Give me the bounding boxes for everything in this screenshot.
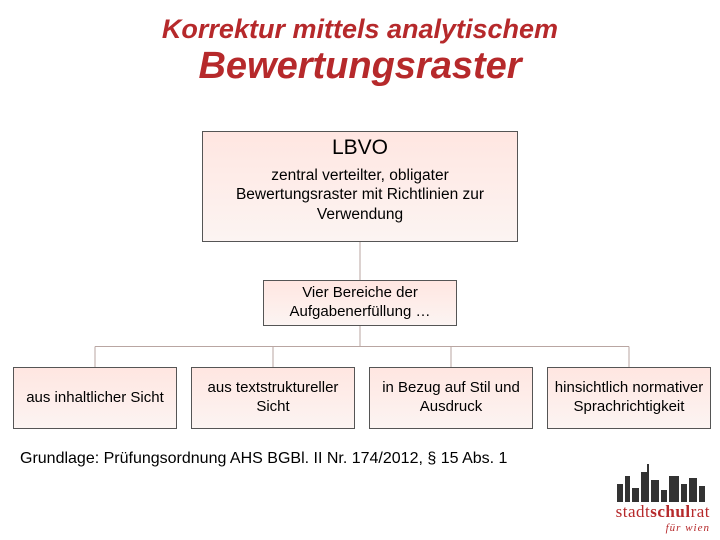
tree-leaf-box: aus textstruktureller Sicht [191, 367, 355, 429]
root-body: zentral verteilter, obligater Bewertungs… [203, 166, 517, 224]
root-header: LBVO [203, 136, 517, 160]
tree-leaf-text: aus inhaltlicher Sicht [26, 389, 164, 408]
footnote: Grundlage: Prüfungsordnung AHS BGBl. II … [20, 450, 507, 468]
tree-leaf-box: in Bezug auf Stil und Ausdruck [369, 367, 533, 429]
tree-leaf-text: aus textstruktureller Sicht [196, 379, 350, 417]
mid-text: Vier Bereiche der Aufgabenerfüllung … [268, 284, 452, 322]
title-line1: Korrektur mittels analytischem [0, 14, 720, 45]
tree-mid-box: Vier Bereiche der Aufgabenerfüllung … [263, 280, 457, 326]
tree-root-box: LBVO zentral verteilter, obligater Bewer… [202, 131, 518, 242]
tree-leaf-text: hinsichtlich normativer Sprachrichtigkei… [552, 379, 706, 417]
tree-leaf-text: in Bezug auf Stil und Ausdruck [374, 379, 528, 417]
tree-leaf-box: hinsichtlich normativer Sprachrichtigkei… [547, 367, 711, 429]
logo-text-line1: stadtschulrat [615, 502, 710, 522]
tree-leaf-box: aus inhaltlicher Sicht [13, 367, 177, 429]
logo-skyline [615, 464, 710, 502]
logo-text-line2: für wien [615, 522, 710, 534]
title-line2: Bewertungsraster [0, 45, 720, 88]
logo: stadtschulrat für wien [615, 464, 710, 534]
